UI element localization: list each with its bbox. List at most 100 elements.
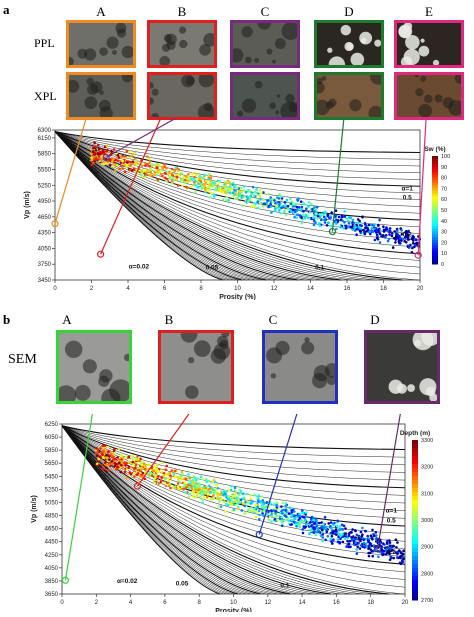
- scatter-point: [304, 515, 308, 518]
- x-tick-label: 18: [380, 286, 387, 292]
- thumbnail-sem-b[interactable]: [158, 330, 234, 404]
- colorbar-segment: [412, 492, 418, 497]
- thumbnail-xpl-e[interactable]: [394, 72, 464, 120]
- thumbnail-ppl-a[interactable]: [66, 20, 136, 68]
- colorbar-segment: [432, 188, 438, 192]
- scatter-point: [354, 538, 357, 541]
- scatter-point: [236, 197, 239, 200]
- scatter-point: [180, 474, 183, 478]
- scatter-point: [148, 174, 151, 177]
- scatter-point: [187, 495, 190, 499]
- thumbnail-xpl-c[interactable]: [230, 72, 300, 120]
- colorbar-segment: [432, 180, 438, 184]
- scatter-point: [173, 169, 176, 172]
- scatter-point: [316, 217, 319, 220]
- scatter-point: [197, 485, 201, 489]
- scatter-point: [365, 545, 369, 548]
- scatter-point: [301, 201, 305, 205]
- scatter-point: [175, 175, 179, 179]
- highlighted-point: [373, 545, 382, 553]
- scatter-point: [290, 513, 293, 517]
- scatter-point: [258, 513, 261, 517]
- alpha-curve: [61, 425, 406, 496]
- colorbar-segment: [432, 261, 438, 265]
- x-tick-label: 0: [53, 286, 57, 292]
- scatter-point: [323, 221, 327, 224]
- scatter-point: [241, 492, 245, 495]
- alpha-curve: [61, 425, 261, 595]
- connector-line: [136, 403, 197, 487]
- scatter-point: [170, 173, 174, 176]
- scatter-point: [256, 511, 259, 514]
- scatter-point: [253, 493, 256, 497]
- scatter-point: [226, 503, 230, 507]
- scatter-point: [204, 486, 207, 490]
- scatter-point: [388, 558, 392, 562]
- scatter-point: [295, 521, 298, 524]
- y-tick-label: 3450: [38, 278, 52, 284]
- scatter-point: [305, 207, 308, 210]
- colorbar-segment: [432, 223, 438, 227]
- colorbar-segment: [412, 512, 418, 517]
- y-tick-label: 5450: [45, 474, 59, 480]
- scatter-point: [343, 532, 347, 536]
- micrograph-texture: [150, 23, 214, 65]
- alpha-curve: [54, 131, 292, 281]
- scatter-point: [395, 546, 398, 549]
- thumbnail-sem-c[interactable]: [262, 330, 338, 404]
- scatter-point: [312, 518, 316, 522]
- scatter-point: [399, 556, 402, 560]
- thumbnail-xpl-b[interactable]: [147, 72, 217, 120]
- scatter-point: [222, 500, 226, 503]
- scatter-point: [388, 229, 392, 233]
- scatter-point: [176, 475, 179, 479]
- scatter-point: [408, 246, 411, 249]
- scatter-point: [405, 233, 408, 236]
- scatter-point: [321, 536, 325, 539]
- scatter-point: [302, 525, 306, 528]
- scatter-point: [276, 519, 279, 522]
- thumbnail-ppl-e[interactable]: [394, 20, 464, 68]
- scatter-point: [101, 467, 105, 471]
- thumbnail-xpl-a[interactable]: [66, 72, 136, 120]
- scatter-point: [92, 156, 96, 159]
- scatter-point: [339, 534, 343, 537]
- alpha-curve: [54, 131, 419, 281]
- scatter-point: [273, 209, 277, 213]
- scatter-point: [167, 479, 171, 483]
- scatter-point: [252, 205, 256, 208]
- scatter-point: [283, 511, 287, 515]
- scatter-point: [204, 478, 208, 481]
- scatter-point: [364, 226, 367, 229]
- scatter-point: [92, 150, 95, 153]
- scatter-point: [352, 221, 356, 225]
- x-tick-label: 8: [198, 600, 202, 606]
- thumbnail-xpl-d[interactable]: [314, 72, 384, 120]
- scatter-point: [392, 556, 396, 560]
- scatter-point: [139, 468, 143, 472]
- x-tick-label: 4: [126, 286, 130, 292]
- scatter-point: [329, 224, 333, 228]
- thumbnail-ppl-c[interactable]: [230, 20, 300, 68]
- scatter-point: [163, 162, 166, 166]
- scatter-point: [396, 552, 399, 556]
- scatter-point: [264, 505, 268, 508]
- scatter-point: [272, 509, 276, 512]
- row-label-xpl: XPL: [34, 89, 57, 103]
- thumbnail-sem-d[interactable]: [364, 330, 440, 404]
- scatter-point: [112, 148, 116, 151]
- scatter-point: [240, 187, 243, 190]
- scatter-point: [97, 147, 101, 151]
- thumbnail-sem-a[interactable]: [56, 330, 132, 404]
- alpha-curve: [61, 425, 404, 595]
- thumbnail-ppl-b[interactable]: [147, 20, 217, 68]
- thumbnail-ppl-d[interactable]: [314, 20, 384, 68]
- scatter-point: [376, 237, 380, 241]
- scatter-point: [258, 517, 261, 521]
- scatter-point: [144, 164, 147, 167]
- scatter-point: [371, 550, 375, 553]
- scatter-point: [190, 177, 193, 180]
- scatter-point: [299, 519, 303, 522]
- scatter-point: [284, 502, 288, 505]
- scatter-point: [401, 237, 405, 241]
